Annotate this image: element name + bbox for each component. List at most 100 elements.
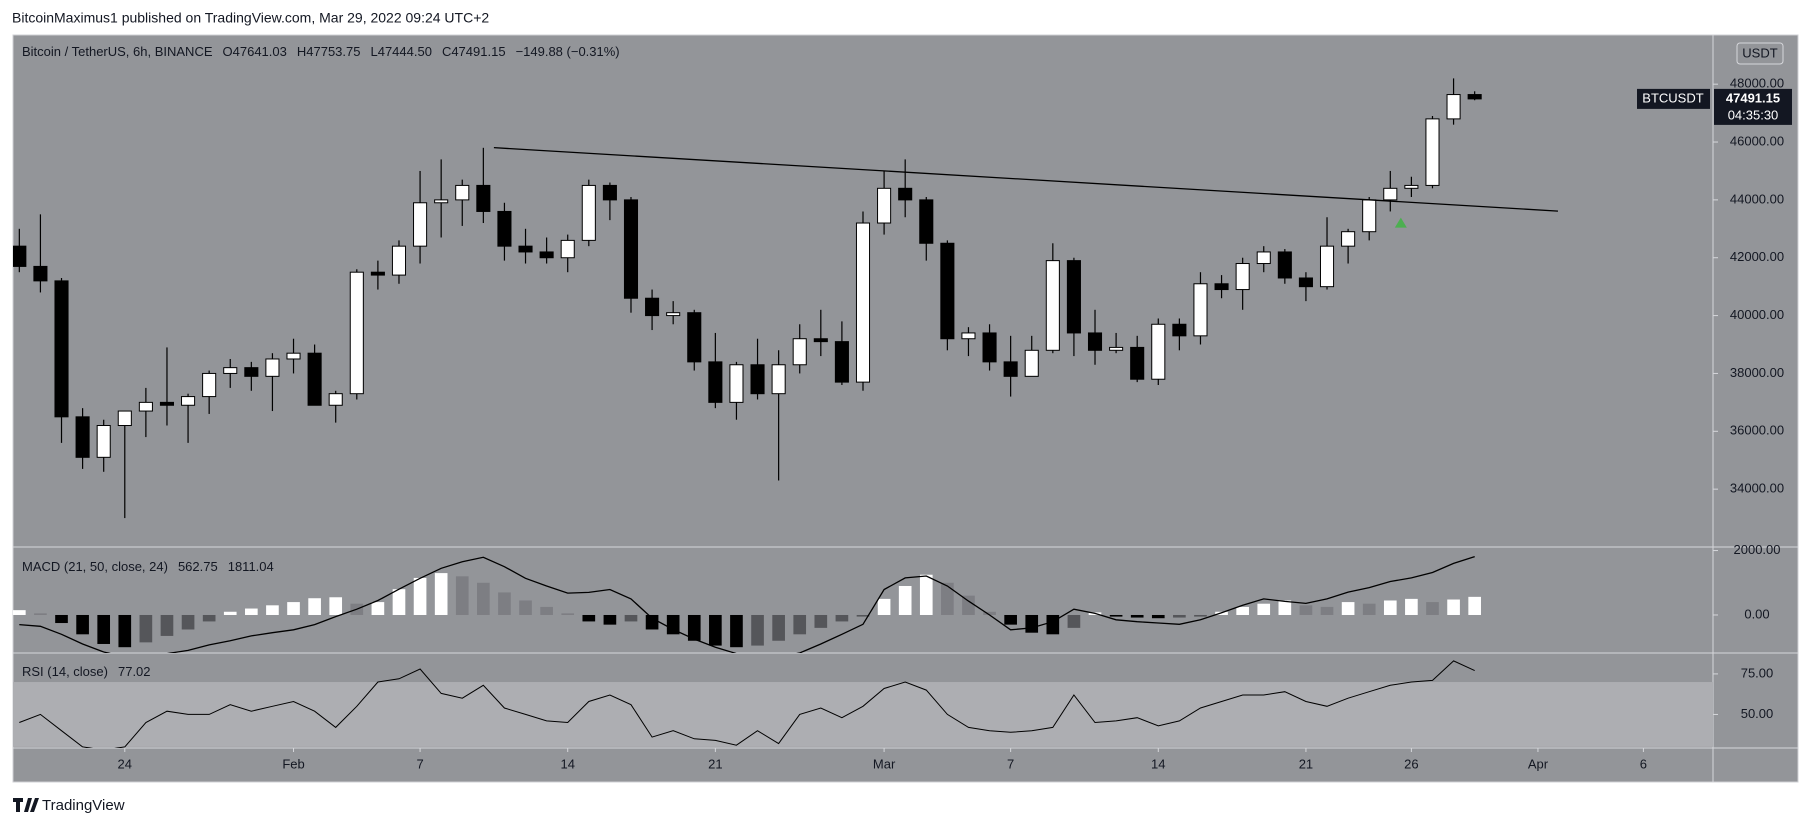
candle-body [413,202,428,247]
histogram-bar [1025,614,1039,633]
candle-body [96,425,111,458]
ohlc-value: H47753.75 [297,44,361,59]
x-tick-label: Feb [282,756,304,771]
histogram-bar [1046,614,1060,635]
candle-body [792,338,807,366]
histogram-bar [1320,606,1334,615]
x-tick-label: Apr [1528,756,1549,771]
y-tick-label: 0.00 [1744,606,1769,621]
histogram-bar [55,614,68,624]
currency-box[interactable] [1736,42,1784,65]
candle-body [1446,94,1461,120]
candle-body [1277,251,1292,279]
symbol-box [1637,88,1710,109]
candle-body [1003,361,1018,377]
y-tick-label: 48000.00 [1730,76,1784,91]
histogram-bar [730,614,743,648]
histogram-bar [1173,614,1186,618]
candle-body [497,210,512,247]
candle-body [919,199,934,244]
candle-body [75,416,90,458]
x-tick-label: 14 [560,756,574,771]
histogram-bar [666,614,680,635]
candle-body [1066,260,1081,334]
pane [13,660,1713,748]
breakout-arrow [1394,217,1407,228]
candle-body [581,184,596,241]
histogram-bar [877,598,891,615]
candle-body [1467,94,1482,100]
candle-body [750,364,765,395]
histogram-bar [139,614,153,643]
histogram-bar [1468,596,1481,615]
candle-body [1235,263,1250,291]
histogram-bar [540,606,553,615]
candle-body [202,372,217,398]
candle-body [708,361,723,403]
candle-body [307,352,322,406]
histogram-bar [1151,614,1165,619]
last-price: 47491.15 [1726,90,1780,105]
candle-body [1319,245,1335,288]
histogram-bar [1004,614,1017,625]
x-tick-label: 7 [416,756,423,771]
candle-body [560,239,575,259]
histogram-bar [329,597,343,615]
histogram-bar [772,614,785,641]
candle-body [286,352,301,360]
pane-header: RSI (14, close) 77.02 [22,664,151,679]
candle-body [265,358,280,377]
candle-body [391,245,407,276]
histogram-bar [645,614,659,630]
candle-body [771,364,786,395]
histogram-bar [519,600,532,615]
histogram-bar [941,582,954,615]
ohlc-value: L47444.50 [370,44,431,59]
y-tick-label: 46000.00 [1730,133,1784,148]
candle-body [1024,349,1039,377]
candle-body [539,251,554,259]
histogram-bar [814,614,828,628]
histogram-bar [498,592,511,615]
histogram-bar [434,573,448,615]
candle-body [117,410,132,427]
candle-body [370,271,385,276]
brand: TradingView [42,797,125,814]
histogram-bar [1236,606,1249,615]
pane [13,78,1559,519]
rsi-band [13,682,1713,747]
histogram-bar [455,576,469,615]
pane [13,555,1481,653]
publish-info: BitcoinMaximus1 published on TradingView… [12,10,489,26]
x-tick-label: 24 [118,756,132,771]
candle-body [898,187,913,201]
x-tick-label: Mar [873,756,896,771]
candle-body [1214,283,1229,291]
y-tick-label: 75.00 [1741,665,1774,680]
candle-body [138,401,153,412]
y-tick-label: 2000.00 [1734,542,1781,557]
candle-body [877,187,892,224]
indicator-title: MACD (21, 50, close, 24) [22,559,168,574]
y-tick-label: 40000.00 [1730,307,1784,322]
candle-body [33,265,48,282]
histogram-bar [1299,605,1313,615]
histogram-bar [181,614,195,630]
trendline [493,146,1559,212]
y-tick-label: 42000.00 [1730,249,1784,264]
y-tick-label: 44000.00 [1730,191,1784,206]
histogram-bar [34,613,47,615]
rsi-line [19,660,1475,748]
histogram-bar [1341,602,1355,615]
histogram-bar [76,614,89,635]
histogram-bar [371,602,385,615]
ohlc-value: C47491.15 [442,44,506,59]
histogram-bar [1447,599,1460,615]
histogram-bar [413,577,427,615]
symbol-label: BTCUSDT [1642,90,1703,105]
y-tick-label: 50.00 [1741,706,1774,721]
candle-body [666,312,681,317]
histogram-bar [561,613,575,615]
macd-value: 1811.04 [228,559,274,574]
